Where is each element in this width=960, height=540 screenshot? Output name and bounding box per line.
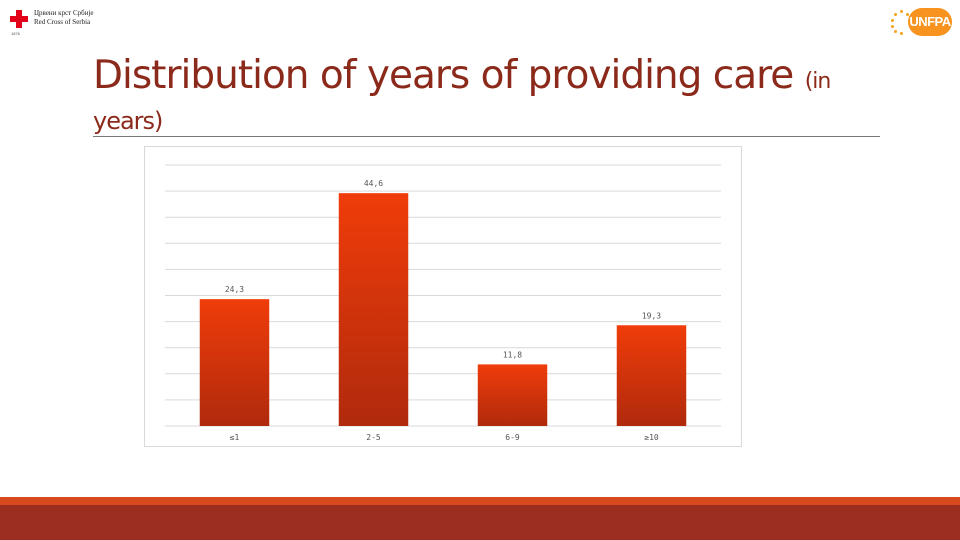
red-cross-logo: Црвени крст Србије Red Cross of Serbia 1… xyxy=(10,9,94,36)
unfpa-logo: UNFPA xyxy=(890,8,952,36)
slide-title-unit-open: (in xyxy=(804,69,832,94)
data-label-3: 11,8 xyxy=(503,350,522,359)
footer-band xyxy=(0,505,960,540)
category-label-4: ≥10 xyxy=(644,433,659,442)
red-cross-icon xyxy=(10,10,28,28)
red-cross-year: 1876 xyxy=(11,31,20,36)
unfpa-dots-icon xyxy=(890,10,914,35)
red-cross-name-english: Red Cross of Serbia xyxy=(34,18,91,26)
bar-2 xyxy=(338,193,409,426)
bar-chart-svg: 24,3 ≤1 44,6 2-5 11,8 6-9 19,3 ≥10 xyxy=(165,164,721,442)
slide-title: Distribution of years of providing care … xyxy=(93,52,832,136)
category-label-2: 2-5 xyxy=(366,433,381,442)
title-divider xyxy=(93,136,880,137)
category-label-3: 6-9 xyxy=(505,433,520,442)
unfpa-label: UNFPA xyxy=(908,8,952,36)
red-cross-name-serbian: Црвени крст Србије xyxy=(34,9,94,17)
bar-3 xyxy=(477,364,548,426)
slide-title-main: Distribution of years of providing care xyxy=(93,53,794,98)
data-label-4: 19,3 xyxy=(642,311,661,320)
footer-accent-stripe xyxy=(0,497,960,505)
bar-chart: 24,3 ≤1 44,6 2-5 11,8 6-9 19,3 ≥10 xyxy=(144,146,742,447)
bar-1 xyxy=(199,299,270,426)
red-cross-text: Црвени крст Србије Red Cross of Serbia xyxy=(34,9,94,27)
data-label-2: 44,6 xyxy=(364,179,383,188)
slide-title-unit-close: years) xyxy=(93,107,163,135)
category-label-1: ≤1 xyxy=(230,433,240,442)
bar-4 xyxy=(616,325,687,426)
data-label-1: 24,3 xyxy=(225,285,244,294)
